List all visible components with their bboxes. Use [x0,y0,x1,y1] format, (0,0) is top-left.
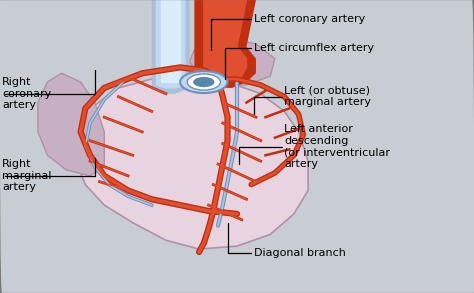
Polygon shape [190,38,275,85]
Text: Right
coronary
artery: Right coronary artery [2,77,52,110]
Text: Left anterior
descending
(or interventricular
artery: Left anterior descending (or interventri… [284,124,391,169]
Polygon shape [156,0,185,88]
Text: Diagonal branch: Diagonal branch [254,248,346,258]
Polygon shape [194,0,256,88]
Polygon shape [38,73,104,176]
Text: Left circumflex artery: Left circumflex artery [254,43,374,53]
Text: Left coronary artery: Left coronary artery [254,14,365,24]
Polygon shape [152,0,190,94]
Text: Left (or obtuse)
marginal artery: Left (or obtuse) marginal artery [284,86,372,108]
Ellipse shape [180,71,228,93]
Polygon shape [76,76,308,249]
Polygon shape [161,0,180,82]
Polygon shape [204,0,246,79]
Ellipse shape [187,74,220,90]
Ellipse shape [193,77,214,87]
Text: Right
marginal
artery: Right marginal artery [2,159,52,193]
